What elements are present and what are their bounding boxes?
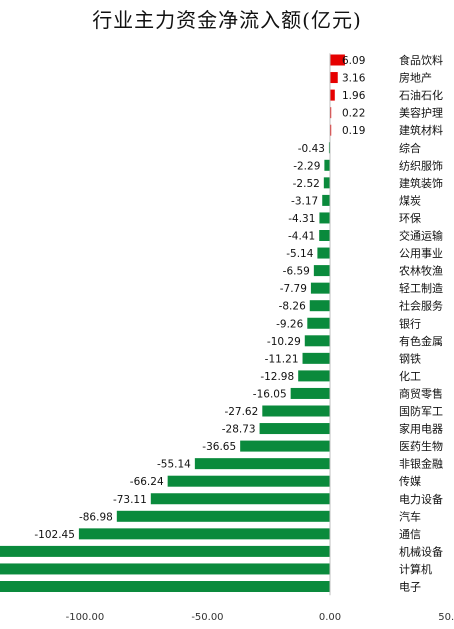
bar-7	[323, 177, 330, 189]
category-label: 商贸零售	[399, 386, 443, 400]
category-label: 传媒	[399, 475, 421, 488]
category-label: 综合	[399, 141, 421, 155]
value-label: -55.14	[157, 459, 191, 471]
bar-13	[310, 282, 330, 294]
category-label: 社会服务	[399, 299, 443, 313]
bar-1	[330, 72, 338, 84]
category-label: 电力设备	[399, 492, 443, 506]
category-label: 计算机	[399, 562, 432, 576]
bar-0	[330, 54, 345, 66]
category-label: 银行	[399, 316, 421, 330]
value-label: -102.45	[34, 529, 75, 541]
bar-27	[78, 528, 330, 540]
category-label: 通信	[399, 528, 421, 541]
category-label: 家用电器	[399, 422, 443, 436]
chart-title: 行业主力资金净流入额(亿元)	[92, 8, 362, 32]
value-label: -6.59	[283, 266, 310, 278]
category-label: 化工	[399, 369, 421, 383]
x-tick-label: 0.00	[319, 612, 341, 623]
bar-2	[330, 89, 335, 101]
category-label: 汽车	[399, 509, 421, 523]
x-tick-label: -50.00	[191, 612, 223, 623]
bar-4	[330, 124, 332, 136]
bar-16	[304, 335, 330, 347]
bar-24	[167, 475, 330, 487]
bar-17	[302, 352, 330, 364]
category-label: 农林牧渔	[399, 264, 443, 278]
category-label: 美容护理	[399, 106, 443, 120]
value-label: -4.31	[288, 213, 315, 225]
category-label: 医药生物	[399, 439, 443, 453]
category-label: 轻工制造	[399, 281, 443, 295]
bar-12	[313, 265, 330, 277]
bar-30	[0, 581, 330, 592]
bar-23	[194, 458, 330, 470]
bar-15	[307, 317, 330, 329]
category-label: 国防军工	[399, 404, 443, 418]
value-label: 1.96	[342, 90, 366, 102]
value-label: -3.17	[291, 195, 318, 207]
bar-14	[309, 300, 330, 312]
x-tick-label: -100.00	[66, 612, 105, 623]
category-label: 建筑材料	[399, 123, 443, 137]
category-label: 食品饮料	[399, 53, 443, 67]
bar-25	[150, 493, 330, 505]
category-label: 公用事业	[399, 247, 443, 260]
bar-20	[262, 405, 330, 417]
value-label: -11.21	[265, 353, 299, 365]
category-label: 电子	[399, 581, 421, 594]
category-label: 交通运输	[399, 229, 443, 243]
value-label: -86.98	[79, 511, 113, 523]
category-label: 机械设备	[399, 544, 443, 558]
bar-28	[0, 545, 330, 557]
value-label: -27.62	[224, 406, 258, 418]
bar-22	[240, 440, 330, 452]
value-label: 6.09	[342, 55, 365, 67]
category-label: 煤炭	[399, 194, 421, 207]
x-tick-label: 50.00	[438, 612, 454, 623]
value-label: -7.79	[280, 283, 307, 295]
value-label: 0.19	[342, 125, 365, 137]
category-label: 环保	[399, 211, 421, 225]
category-label: 钢铁	[399, 352, 421, 365]
bar-6	[324, 159, 330, 171]
value-label: -10.29	[267, 336, 301, 348]
value-label: -12.98	[260, 371, 294, 383]
value-label: 3.16	[342, 73, 366, 85]
bar-10	[319, 230, 330, 241]
value-label: -36.65	[202, 441, 236, 453]
value-label: -5.14	[286, 248, 313, 260]
category-label: 石油石化	[399, 88, 443, 102]
value-label: -73.11	[113, 494, 147, 506]
bar-9	[319, 212, 330, 224]
bar-8	[322, 194, 330, 206]
category-label: 房地产	[399, 71, 432, 85]
bar-18	[298, 370, 330, 382]
bar-3	[330, 107, 332, 119]
bar-26	[116, 510, 331, 522]
bar-11	[317, 247, 330, 259]
value-label: -8.26	[279, 301, 306, 313]
value-label: -2.52	[293, 178, 320, 190]
value-label: -66.24	[130, 476, 164, 488]
category-label: 纺织服饰	[399, 158, 443, 172]
value-label: -4.41	[288, 231, 315, 243]
bar-19	[290, 387, 330, 399]
value-label: -28.73	[222, 424, 256, 436]
value-label: 0.22	[342, 108, 365, 120]
bar-29	[0, 563, 330, 575]
bar-21	[259, 423, 330, 435]
category-label: 非银金融	[399, 457, 443, 471]
category-label: 建筑装饰	[399, 176, 443, 190]
value-label: -0.43	[298, 143, 325, 155]
value-label: -2.29	[293, 160, 320, 172]
value-label: -9.26	[276, 318, 303, 330]
category-label: 有色金属	[399, 334, 443, 348]
value-label: -16.05	[253, 388, 287, 400]
